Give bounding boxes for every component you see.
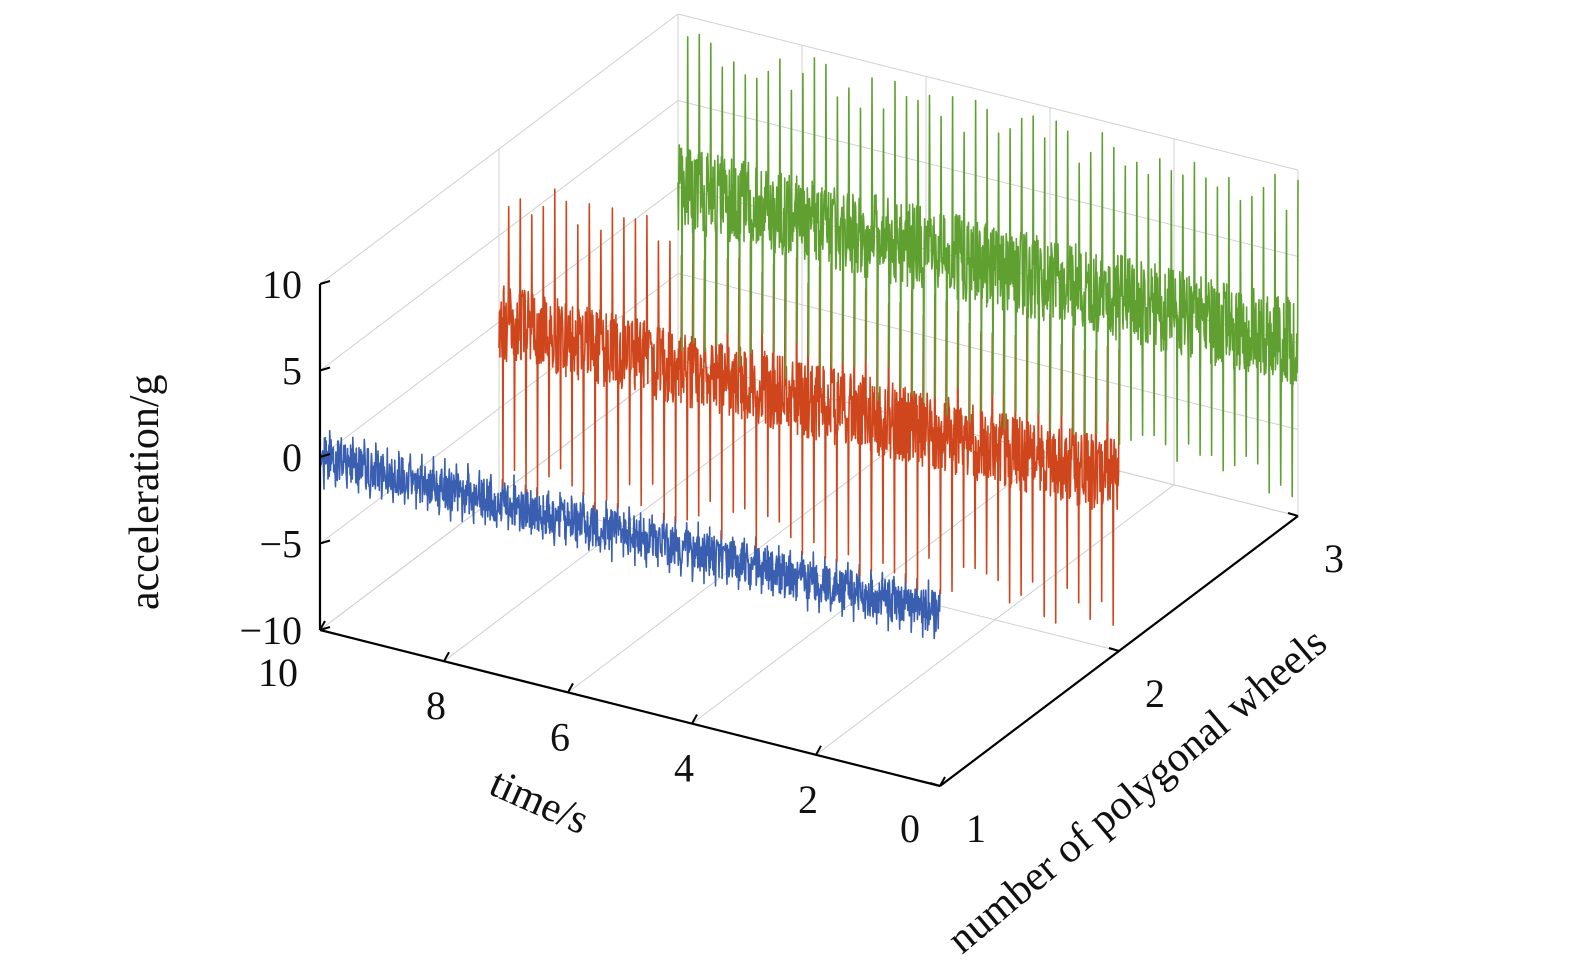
z-tick-mark [319,366,331,372]
x-axis-label: time/s [483,760,596,844]
z-tick-mark [319,539,331,545]
series-line-wheels-1 [319,429,941,640]
z-tick-label: 10 [262,262,302,307]
x-tick-label: 0 [900,806,920,851]
x-tick-mark [443,651,450,662]
x-tick-mark [691,714,698,725]
z-tick-mark [319,280,331,285]
series-line-wheels-2 [498,188,1120,626]
z-tick-mark [319,626,331,631]
x-tick-label: 4 [674,746,694,791]
grid-line [677,273,1299,430]
x-tick-label: 2 [798,777,818,822]
z-axis-label: acceleration/g [122,374,168,610]
z-tick-mark [319,453,331,458]
x-axis-line [319,628,941,788]
x-tick-label: 10 [258,650,298,695]
x-tick-mark [567,682,574,693]
grid-line [319,13,679,285]
y-tick-mark [1287,512,1299,517]
grid-line [677,13,1299,171]
grid-line [319,273,679,544]
x-tick-mark [815,745,822,756]
x-tick-label: 8 [426,683,446,728]
grid-line [319,100,679,371]
y-tick-mark [1108,647,1120,652]
y-tick-label: 3 [1324,536,1344,581]
y-tick-mark [929,782,941,787]
x-tick-mark [939,776,946,787]
z-tick-label: −5 [259,522,302,567]
y-axis-label: number of polygonal wheels [939,619,1336,962]
y-tick-label: 2 [1145,671,1165,716]
series-layer [319,33,1299,640]
z-tick-label: −10 [239,608,302,653]
z-tick-label: 5 [282,349,302,394]
z-tick-label: 0 [282,435,302,480]
series-line-wheels-3 [677,33,1299,498]
x-tick-label: 6 [550,714,570,759]
x-tick-mark [319,620,326,631]
y-tick-label: 1 [966,806,986,851]
